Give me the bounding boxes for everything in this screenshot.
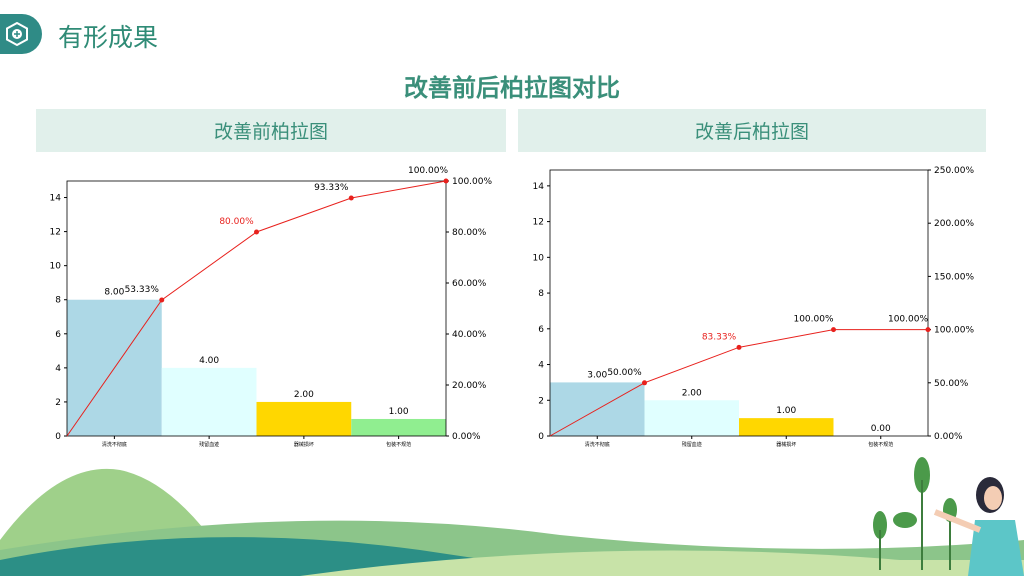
y-tick-label: 6	[538, 325, 544, 335]
cumulative-point	[254, 229, 259, 235]
x-tick-label: 残留血迹	[199, 441, 219, 448]
y-tick-label: 8	[55, 296, 61, 306]
y2-tick-label: 100.00%	[934, 326, 974, 336]
cumulative-point	[159, 297, 165, 303]
y-tick-label: 14	[533, 182, 545, 192]
x-tick-label: 器械损坏	[776, 441, 796, 448]
plot-frame	[549, 169, 929, 437]
y-tick-label: 10	[533, 253, 545, 263]
cumulative-pct-label: 100.00%	[888, 315, 928, 325]
x-tick-label: 清洗不彻底	[585, 441, 610, 448]
y2-tick-label: 100.00%	[452, 177, 492, 187]
x-tick-label: 残留血迹	[682, 441, 702, 448]
bar	[739, 418, 834, 436]
cumulative-point	[831, 327, 836, 333]
bar-value-label: 2.00	[682, 388, 702, 398]
y-tick-label: 0	[538, 432, 544, 442]
cumulative-point	[443, 178, 449, 184]
cumulative-pct-label: 100.00%	[793, 315, 833, 325]
before-chart-title: 改善前柏拉图	[36, 109, 506, 152]
person-illustration	[933, 477, 1024, 576]
pareto-chart-before: 8.00 清洗不彻底 4.00 残留血迹 2.00 器械损坏 1.00 包装不规范 0 2 4 6 8 1…	[50, 166, 975, 448]
bar	[161, 367, 257, 436]
bar	[351, 418, 446, 436]
y-tick-label: 4	[55, 364, 61, 374]
cumulative-pct-label: 83.33%	[702, 332, 737, 342]
bar	[256, 401, 352, 436]
cumulative-point	[642, 380, 647, 386]
y2-tick-label: 80.00%	[452, 228, 487, 238]
cumulative-pct-label: 80.00%	[219, 217, 254, 227]
bar-value-label: 3.00	[587, 370, 607, 380]
plot-frame	[66, 180, 447, 437]
x-tick-label: 器械损坏	[294, 441, 314, 448]
y-tick-label: 10	[50, 262, 62, 272]
cumulative-point	[925, 327, 931, 333]
cumulative-point	[348, 195, 354, 201]
y-tick-label: 12	[533, 218, 544, 228]
comparison-title: 改善前后柏拉图对比	[404, 74, 620, 102]
hexagon-plus-icon	[6, 22, 28, 46]
bar-value-label: 0.00	[871, 424, 891, 434]
y2-tick-label: 60.00%	[452, 279, 487, 289]
y-tick-label: 0	[55, 432, 61, 442]
x-tick-label: 包装不规范	[386, 441, 411, 448]
cumulative-point	[736, 344, 742, 350]
y-tick-label: 4	[538, 361, 544, 371]
decorative-hills	[0, 457, 1024, 576]
plant-decoration	[873, 457, 957, 570]
y2-tick-label: 0.00%	[452, 432, 481, 442]
y2-tick-label: 0.00%	[934, 432, 963, 442]
bar	[644, 400, 739, 436]
x-tick-label: 包装不规范	[868, 441, 893, 448]
y-tick-label: 8	[538, 289, 544, 299]
y2-tick-label: 50.00%	[934, 379, 969, 389]
cumulative-pct-label: 100.00%	[408, 166, 448, 176]
bar-value-label: 1.00	[776, 406, 796, 416]
y2-tick-label: 40.00%	[452, 330, 487, 340]
y2-tick-label: 150.00%	[934, 272, 974, 282]
y-tick-label: 2	[55, 398, 61, 408]
x-tick-label: 清洗不彻底	[102, 441, 127, 448]
bar-value-label: 2.00	[294, 390, 314, 400]
y2-tick-label: 20.00%	[452, 381, 487, 391]
bar-value-label: 8.00	[104, 288, 124, 298]
y-tick-label: 12	[50, 228, 61, 238]
cumulative-pct-label: 93.33%	[314, 183, 349, 193]
y2-tick-label: 250.00%	[934, 166, 974, 176]
y-tick-label: 2	[538, 396, 544, 406]
bar-value-label: 4.00	[199, 356, 219, 366]
cumulative-pct-label: 50.00%	[607, 368, 642, 378]
page-title: 有形成果	[58, 23, 159, 52]
y-tick-label: 14	[50, 194, 62, 204]
cumulative-pct-label: 53.33%	[125, 285, 160, 295]
after-chart-title: 改善后柏拉图	[518, 109, 986, 152]
bar-value-label: 1.00	[389, 407, 409, 417]
y-tick-label: 6	[55, 330, 61, 340]
y2-tick-label: 200.00%	[934, 219, 974, 229]
